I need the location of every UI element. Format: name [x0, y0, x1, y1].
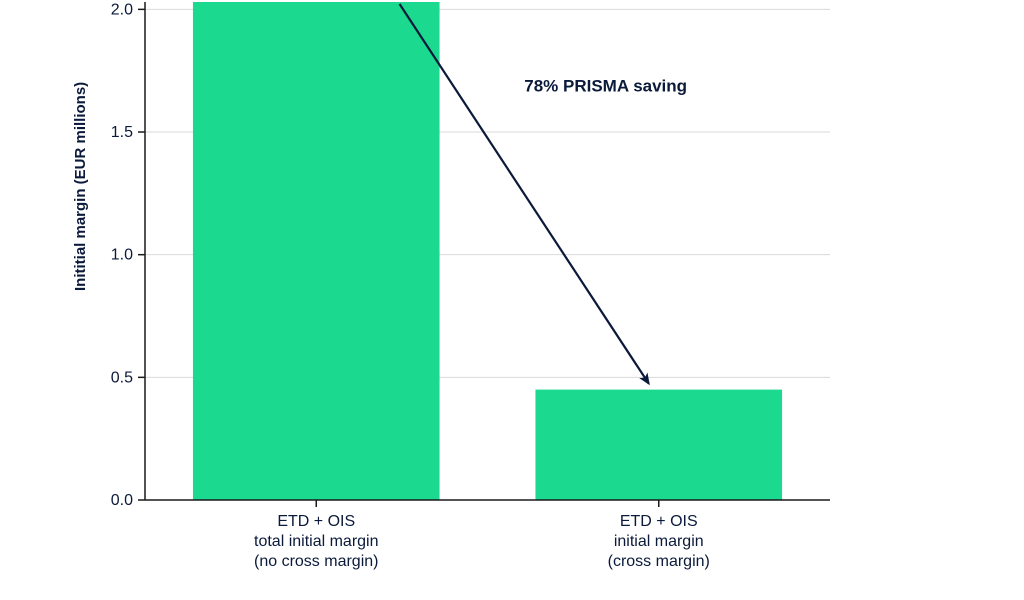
- y-tick-label: 2.0: [111, 1, 133, 18]
- y-axis-label: Inititial margin (EUR millions): [72, 82, 89, 291]
- y-tick-label: 1.0: [111, 247, 133, 264]
- category-label: ETD + OIStotal initial margin(no cross m…: [254, 513, 379, 570]
- category-label: ETD + OISinitial margin(cross margin): [608, 513, 710, 570]
- bar: [535, 390, 782, 500]
- savings-annotation: 78% PRISMA saving: [524, 77, 687, 96]
- margin-savings-chart: 0.0 0.5 1.0 1.5 2.0 ETD + OIStotal initial ma…: [0, 0, 1024, 600]
- y-tick-label: 1.5: [111, 124, 133, 141]
- y-tick-label: 0.5: [111, 369, 133, 386]
- y-tick-label: 0.0: [111, 492, 133, 509]
- chart-svg: 0.0 0.5 1.0 1.5 2.0 ETD + OIStotal initial ma…: [0, 0, 1024, 600]
- bar: [193, 2, 440, 500]
